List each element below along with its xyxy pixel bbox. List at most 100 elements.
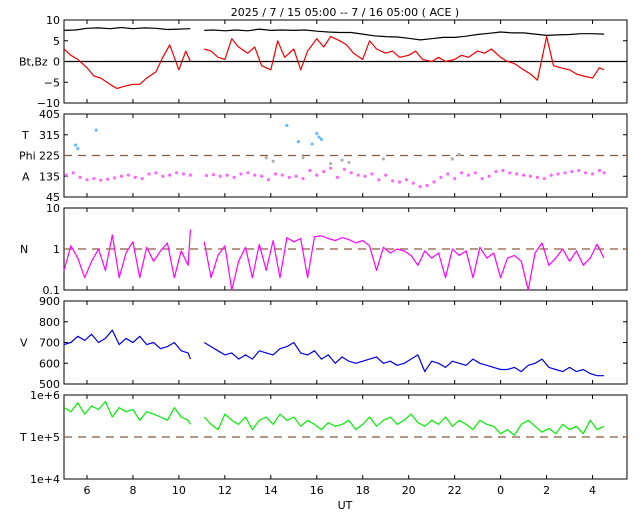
data-point [404, 178, 408, 182]
data-point [315, 173, 319, 177]
data-point [328, 161, 333, 166]
series-phi-gray- [264, 152, 461, 166]
data-point [308, 168, 312, 173]
data-point [508, 171, 512, 175]
data-point [521, 173, 526, 177]
data-point [480, 176, 484, 181]
x-tick-label: 14 [264, 484, 278, 497]
x-tick-label: 6 [83, 484, 90, 497]
y-tick-label: 700 [39, 337, 60, 350]
data-point [584, 171, 588, 175]
data-point [487, 174, 491, 178]
data-point [218, 174, 222, 178]
data-point [549, 173, 553, 177]
data-point [384, 173, 388, 177]
data-point [370, 172, 374, 176]
data-point [310, 142, 314, 146]
data-point [147, 172, 151, 176]
data-point [64, 173, 68, 177]
data-point [296, 140, 300, 144]
data-point [597, 168, 602, 173]
series-phi-towards- [64, 166, 606, 189]
y-axis-label-speed: V [20, 337, 28, 350]
data-point [264, 156, 268, 160]
y-tick-label: 0 [53, 56, 60, 69]
data-point [577, 168, 581, 173]
x-tick-label: 4 [589, 484, 596, 497]
y-axis-label-line: Phi [19, 150, 36, 163]
chart-title: 2025 / 7 / 15 05:00 -- 7 / 16 05:00 ( AC… [231, 6, 459, 19]
data-point [301, 176, 305, 181]
data-point [285, 123, 289, 128]
x-tick-label: 12 [218, 484, 232, 497]
data-point [271, 159, 275, 163]
y-tick-label: 500 [39, 378, 60, 391]
y-tick-label: 1e+6 [30, 389, 60, 402]
data-point [459, 171, 464, 175]
data-point [425, 183, 429, 188]
data-point [181, 172, 186, 176]
data-point [432, 180, 436, 184]
data-point [126, 173, 130, 177]
y-tick-label: 600 [39, 357, 60, 370]
data-point [239, 172, 243, 176]
data-point [76, 146, 80, 151]
series-phi-away- [73, 123, 323, 151]
y-axis-label-line: T [21, 129, 29, 142]
data-point [204, 173, 209, 178]
panel-speed: 900 800 700 600 500 V [20, 295, 628, 391]
data-point [140, 176, 144, 181]
x-tick-label: 0 [497, 484, 504, 497]
data-point [317, 135, 321, 139]
data-point [328, 166, 333, 170]
data-point [260, 174, 264, 178]
x-tick-label: 18 [356, 484, 370, 497]
x-tick-label: 20 [402, 484, 416, 497]
y-tick-label: 10 [46, 202, 60, 215]
data-point [347, 160, 351, 165]
data-point [349, 171, 353, 175]
y-tick-label: 10 [46, 14, 60, 27]
data-point [466, 173, 471, 177]
data-point [175, 171, 179, 175]
data-point [211, 173, 215, 177]
data-point [556, 172, 560, 176]
data-point [528, 174, 533, 178]
data-point [273, 172, 278, 176]
data-point [133, 175, 137, 180]
data-point [563, 171, 567, 175]
y-tick-label: −10 [37, 97, 60, 110]
data-point [280, 173, 284, 177]
data-point [322, 170, 326, 174]
data-point [542, 176, 546, 181]
series-line-t [63, 400, 605, 436]
data-point [494, 170, 498, 174]
data-point [154, 171, 158, 175]
data-point [232, 175, 236, 180]
data-point [106, 177, 110, 181]
chart-panels: 10 5 0 −5 −10 Bt,Bz 405 315 225 135 45 T Phi A 10 1 0.1 N… [19, 14, 628, 486]
series-line-bt [63, 26, 605, 41]
data-point [457, 152, 461, 156]
panel-phi: 405 315 225 135 45 T Phi A [19, 108, 628, 204]
data-point [535, 175, 539, 180]
panel-density: 10 1 0.1 N [20, 202, 628, 297]
data-point [92, 176, 96, 181]
y-axis-label-temperature: T [19, 431, 27, 444]
series-line-bz [63, 36, 605, 90]
data-point [397, 180, 402, 184]
data-point [391, 179, 395, 183]
y-tick-label: 315 [39, 129, 60, 142]
data-point [363, 174, 367, 178]
data-point [335, 175, 340, 180]
data-point [85, 178, 89, 182]
data-point [94, 128, 98, 132]
data-point [287, 175, 291, 180]
panel-temperature: 1e+6 1e+5 1e+4 T [19, 389, 628, 486]
data-point [315, 131, 319, 136]
data-point [161, 174, 165, 178]
data-point [473, 171, 477, 175]
data-point [590, 172, 595, 176]
data-point [342, 167, 346, 171]
